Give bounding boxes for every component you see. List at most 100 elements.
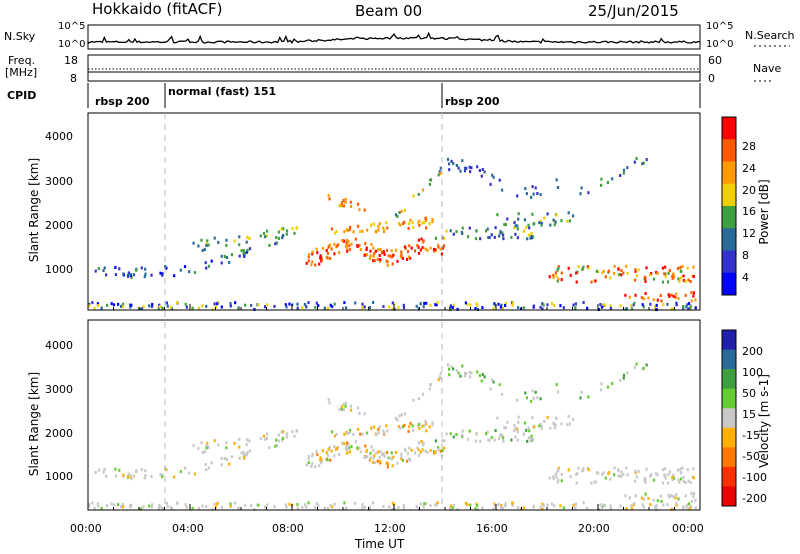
power-cbar-tick-20: 20	[742, 184, 756, 197]
power-cell	[539, 193, 542, 197]
velocity-cell	[474, 507, 477, 511]
power-cell	[412, 194, 415, 198]
velocity-colorbar-swatch-6	[722, 447, 736, 468]
velocity-cell	[694, 498, 697, 502]
power-cell	[634, 268, 637, 272]
velocity-cell	[370, 445, 373, 449]
power-cell	[358, 244, 361, 248]
velocity-cell	[607, 471, 611, 475]
power-cell	[411, 221, 414, 225]
velocity-cell	[225, 446, 228, 450]
velocity-cell	[361, 506, 364, 510]
velocity-cell	[307, 457, 310, 461]
velocity-cell	[325, 451, 328, 455]
power-cell	[161, 306, 164, 310]
power-cell	[103, 266, 106, 270]
power-cell	[110, 302, 113, 306]
velocity-cell	[338, 453, 341, 457]
velocity-cell	[122, 473, 125, 477]
velocity-cell	[619, 504, 622, 508]
velocity-cell	[552, 475, 555, 479]
velocity-cbar-tick-m200: -200	[742, 492, 767, 505]
power-cell	[675, 292, 678, 296]
velocity-cell	[243, 456, 246, 460]
power-cell	[88, 304, 91, 308]
velocity-cell	[668, 470, 671, 474]
velocity-cell	[499, 505, 502, 509]
power-cell	[407, 226, 410, 230]
power-cell	[443, 244, 446, 248]
velocity-cell	[566, 423, 569, 427]
velocity-cell	[192, 444, 195, 448]
power-cell	[574, 302, 577, 306]
velocity-cell	[582, 501, 585, 505]
xtick-0: 00:00	[70, 522, 102, 535]
velocity-cell	[281, 437, 284, 440]
power-cell	[370, 243, 373, 246]
velocity-cell	[135, 469, 138, 473]
velocity-cell	[188, 471, 191, 475]
velocity-cell	[506, 420, 509, 424]
power-cell	[197, 306, 201, 310]
velocity-cell	[530, 437, 533, 441]
nsky-label: N.Sky	[4, 30, 36, 43]
power-cell	[560, 278, 563, 282]
power-cell	[397, 221, 400, 225]
velocity-cell	[359, 432, 362, 436]
velocity-cell	[346, 446, 349, 450]
velocity-cell	[144, 474, 147, 477]
power-cell	[525, 192, 528, 196]
velocity-cell	[237, 507, 240, 511]
velocity-cell	[225, 441, 228, 445]
velocity-cell	[368, 506, 371, 510]
power-cell	[88, 302, 91, 306]
power-cell	[557, 267, 560, 270]
velocity-cell	[415, 505, 418, 508]
power-cell	[556, 186, 560, 189]
power-cell	[524, 187, 527, 191]
power-cell	[637, 268, 640, 272]
velocity-ytick-4000: 4000	[45, 339, 73, 352]
power-cell	[217, 301, 220, 305]
power-cell	[347, 240, 350, 244]
power-cell	[403, 220, 406, 224]
power-cell	[489, 182, 492, 186]
power-cell	[428, 222, 431, 226]
power-cell	[675, 303, 678, 307]
power-cell	[285, 305, 288, 309]
velocity-cell	[342, 402, 345, 406]
velocity-cell	[452, 503, 455, 507]
velocity-cell	[687, 507, 690, 511]
velocity-cell	[622, 473, 625, 476]
power-cell	[662, 303, 665, 307]
velocity-cell	[400, 452, 403, 456]
power-cell	[466, 302, 469, 306]
velocity-cell	[314, 465, 317, 469]
power-cell	[687, 278, 690, 282]
power-cell	[599, 303, 602, 306]
power-cell	[217, 240, 220, 244]
power-cell	[429, 246, 432, 250]
power-cell	[480, 174, 483, 178]
velocity-cell	[532, 504, 535, 508]
power-cell	[139, 307, 142, 311]
power-cell	[694, 298, 697, 302]
power-cell	[449, 304, 452, 308]
power-cell	[372, 301, 375, 304]
velocity-cell	[555, 475, 558, 479]
power-cell	[203, 248, 206, 252]
velocity-cell	[330, 430, 334, 434]
power-cell	[118, 267, 121, 271]
power-cell	[412, 225, 415, 229]
power-cell	[296, 306, 299, 310]
power-cell	[323, 306, 326, 310]
velocity-cell	[320, 459, 323, 463]
power-cell	[105, 273, 108, 277]
power-cell	[652, 277, 656, 281]
velocity-cell	[634, 469, 637, 473]
power-cell	[541, 307, 544, 311]
power-cell	[546, 303, 549, 307]
power-cell	[601, 271, 604, 275]
velocity-cell	[357, 427, 360, 431]
velocity-cell	[560, 472, 563, 476]
